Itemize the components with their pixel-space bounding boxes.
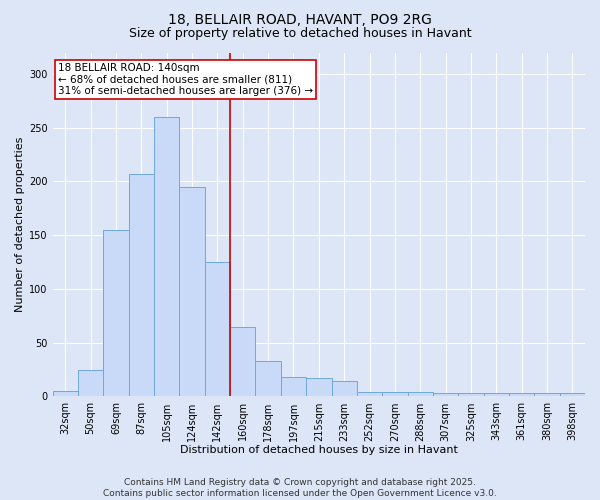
Bar: [78, 370, 103, 396]
Text: Size of property relative to detached houses in Havant: Size of property relative to detached ho…: [128, 28, 472, 40]
Bar: [382, 392, 407, 396]
Bar: [560, 393, 585, 396]
Y-axis label: Number of detached properties: Number of detached properties: [15, 137, 25, 312]
Bar: [357, 392, 382, 396]
Bar: [256, 361, 281, 396]
Bar: [535, 393, 560, 396]
Bar: [281, 377, 306, 396]
X-axis label: Distribution of detached houses by size in Havant: Distribution of detached houses by size …: [180, 445, 458, 455]
Text: Contains HM Land Registry data © Crown copyright and database right 2025.
Contai: Contains HM Land Registry data © Crown c…: [103, 478, 497, 498]
Bar: [179, 187, 205, 396]
Bar: [154, 117, 179, 396]
Bar: [230, 326, 256, 396]
Bar: [103, 230, 129, 396]
Bar: [433, 393, 458, 396]
Bar: [129, 174, 154, 396]
Bar: [53, 391, 78, 396]
Bar: [458, 393, 484, 396]
Bar: [205, 262, 230, 396]
Text: 18 BELLAIR ROAD: 140sqm
← 68% of detached houses are smaller (811)
31% of semi-d: 18 BELLAIR ROAD: 140sqm ← 68% of detache…: [58, 63, 313, 96]
Bar: [306, 378, 332, 396]
Text: 18, BELLAIR ROAD, HAVANT, PO9 2RG: 18, BELLAIR ROAD, HAVANT, PO9 2RG: [168, 12, 432, 26]
Bar: [509, 393, 535, 396]
Bar: [407, 392, 433, 396]
Bar: [484, 393, 509, 396]
Bar: [332, 382, 357, 396]
